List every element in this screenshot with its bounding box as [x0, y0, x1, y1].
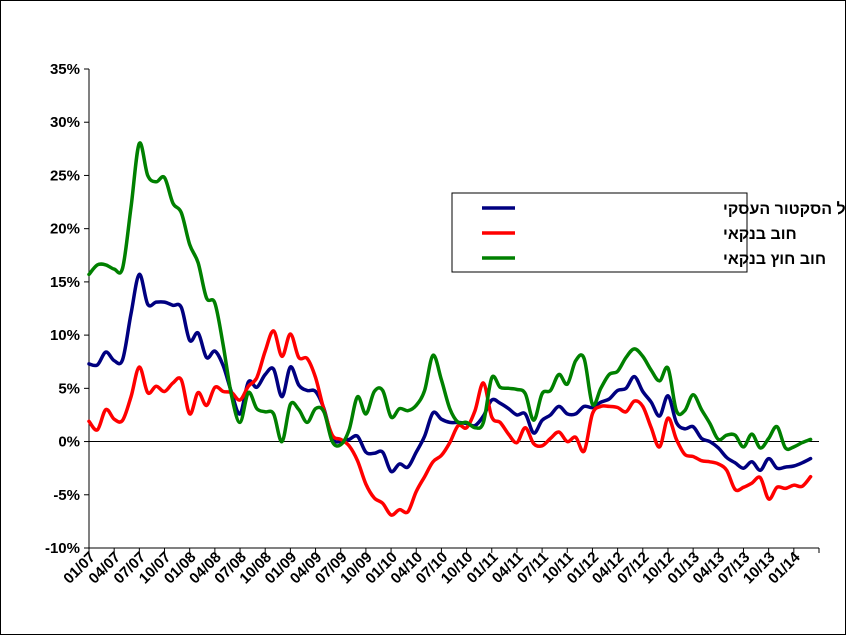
legend: סך החוב של הסקטור העסקי חוב בנקאי חוב חוץ … [451, 192, 845, 273]
y-tick-label: 10% [50, 327, 80, 344]
y-tick-label: 30% [50, 114, 80, 131]
y-tick-label: -5% [53, 487, 80, 504]
y-tick-label: -10% [45, 540, 80, 557]
y-tick-label: 25% [50, 167, 80, 184]
y-tick-label: 20% [50, 221, 80, 238]
series-layer [87, 141, 813, 517]
y-tick-label: 15% [50, 274, 80, 291]
series-line-3 [87, 141, 813, 452]
legend-label-1: סך החוב של הסקטור העסקי [723, 200, 845, 218]
y-axis-ticks: 35% 30% 25% 20% 15% 10% 5% 0% -5% -10% [45, 61, 89, 557]
y-tick-label: 0% [58, 434, 80, 451]
series-line-2 [87, 329, 813, 517]
y-tick-label: 5% [58, 380, 80, 397]
legend-label-2: חוב בנקאי [723, 226, 797, 243]
legend-label-3: חוב חוץ בנקאי [723, 251, 826, 268]
series-line-1 [87, 272, 813, 474]
y-tick-label: 35% [50, 61, 80, 78]
x-axis-ticks: 01/0704/0707/0710/0701/0804/0807/0810/08… [60, 547, 820, 587]
